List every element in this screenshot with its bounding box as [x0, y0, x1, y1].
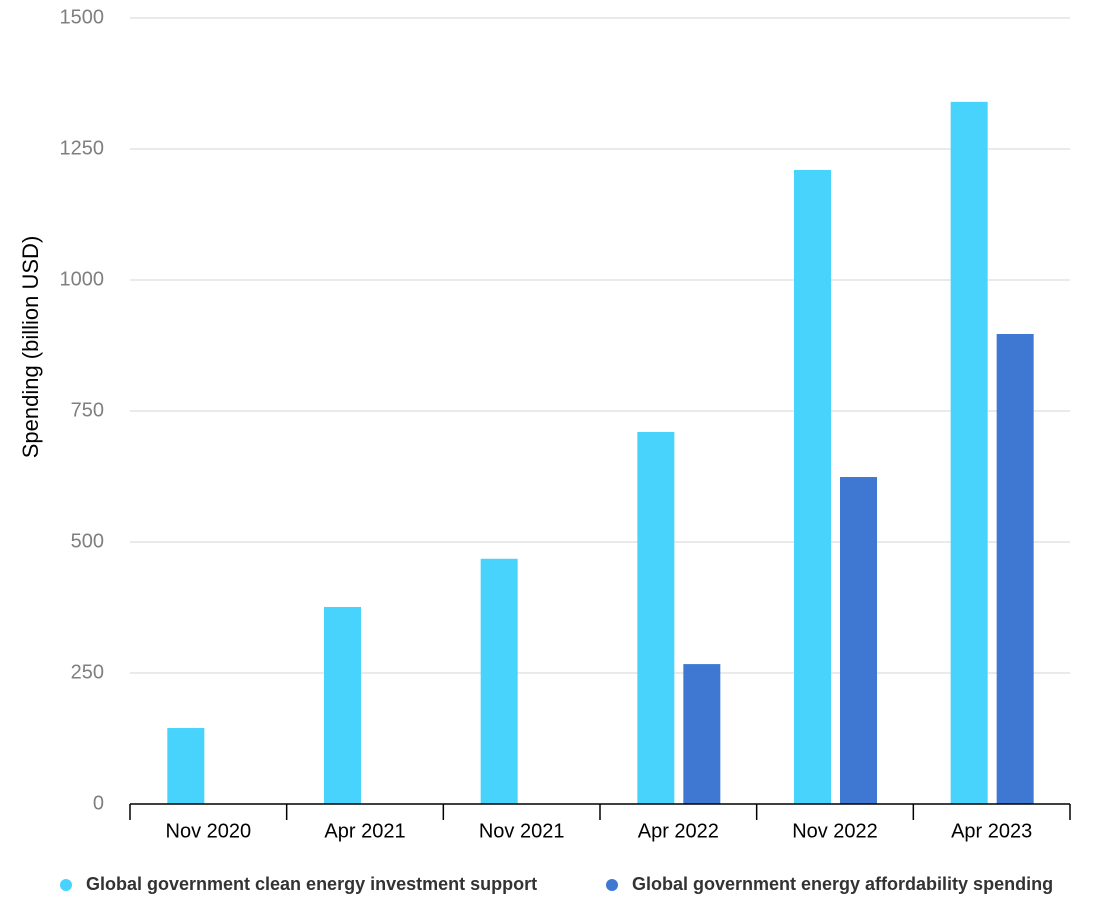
y-tick-label: 1500 [60, 6, 105, 28]
bar [950, 101, 988, 805]
y-tick-label: 0 [93, 792, 104, 814]
bar [840, 477, 877, 804]
bar [480, 558, 518, 804]
bar [637, 431, 675, 804]
bar [683, 664, 721, 804]
y-tick-label: 750 [71, 399, 104, 421]
bar [324, 606, 361, 804]
bar [167, 728, 205, 804]
bar [996, 333, 1034, 804]
y-tick-label: 1250 [60, 137, 105, 159]
y-tick-label: 500 [71, 530, 104, 552]
y-tick-label: 1000 [60, 268, 105, 290]
x-tick-label: Nov 2020 [166, 820, 252, 842]
y-tick-label: 250 [71, 661, 104, 683]
x-tick-label: Apr 2021 [324, 820, 405, 842]
x-tick-label: Apr 2022 [638, 820, 719, 842]
legend-marker [60, 879, 72, 891]
bar [794, 169, 831, 804]
legend-marker [606, 879, 618, 891]
legend-label: Global government clean energy investmen… [86, 874, 537, 894]
y-axis-label: Spending (billion USD) [18, 236, 43, 459]
legend-label: Global government energy affordability s… [632, 874, 1053, 894]
x-tick-label: Nov 2022 [792, 820, 878, 842]
x-tick-label: Nov 2021 [479, 820, 565, 842]
x-tick-label: Apr 2023 [951, 820, 1032, 842]
